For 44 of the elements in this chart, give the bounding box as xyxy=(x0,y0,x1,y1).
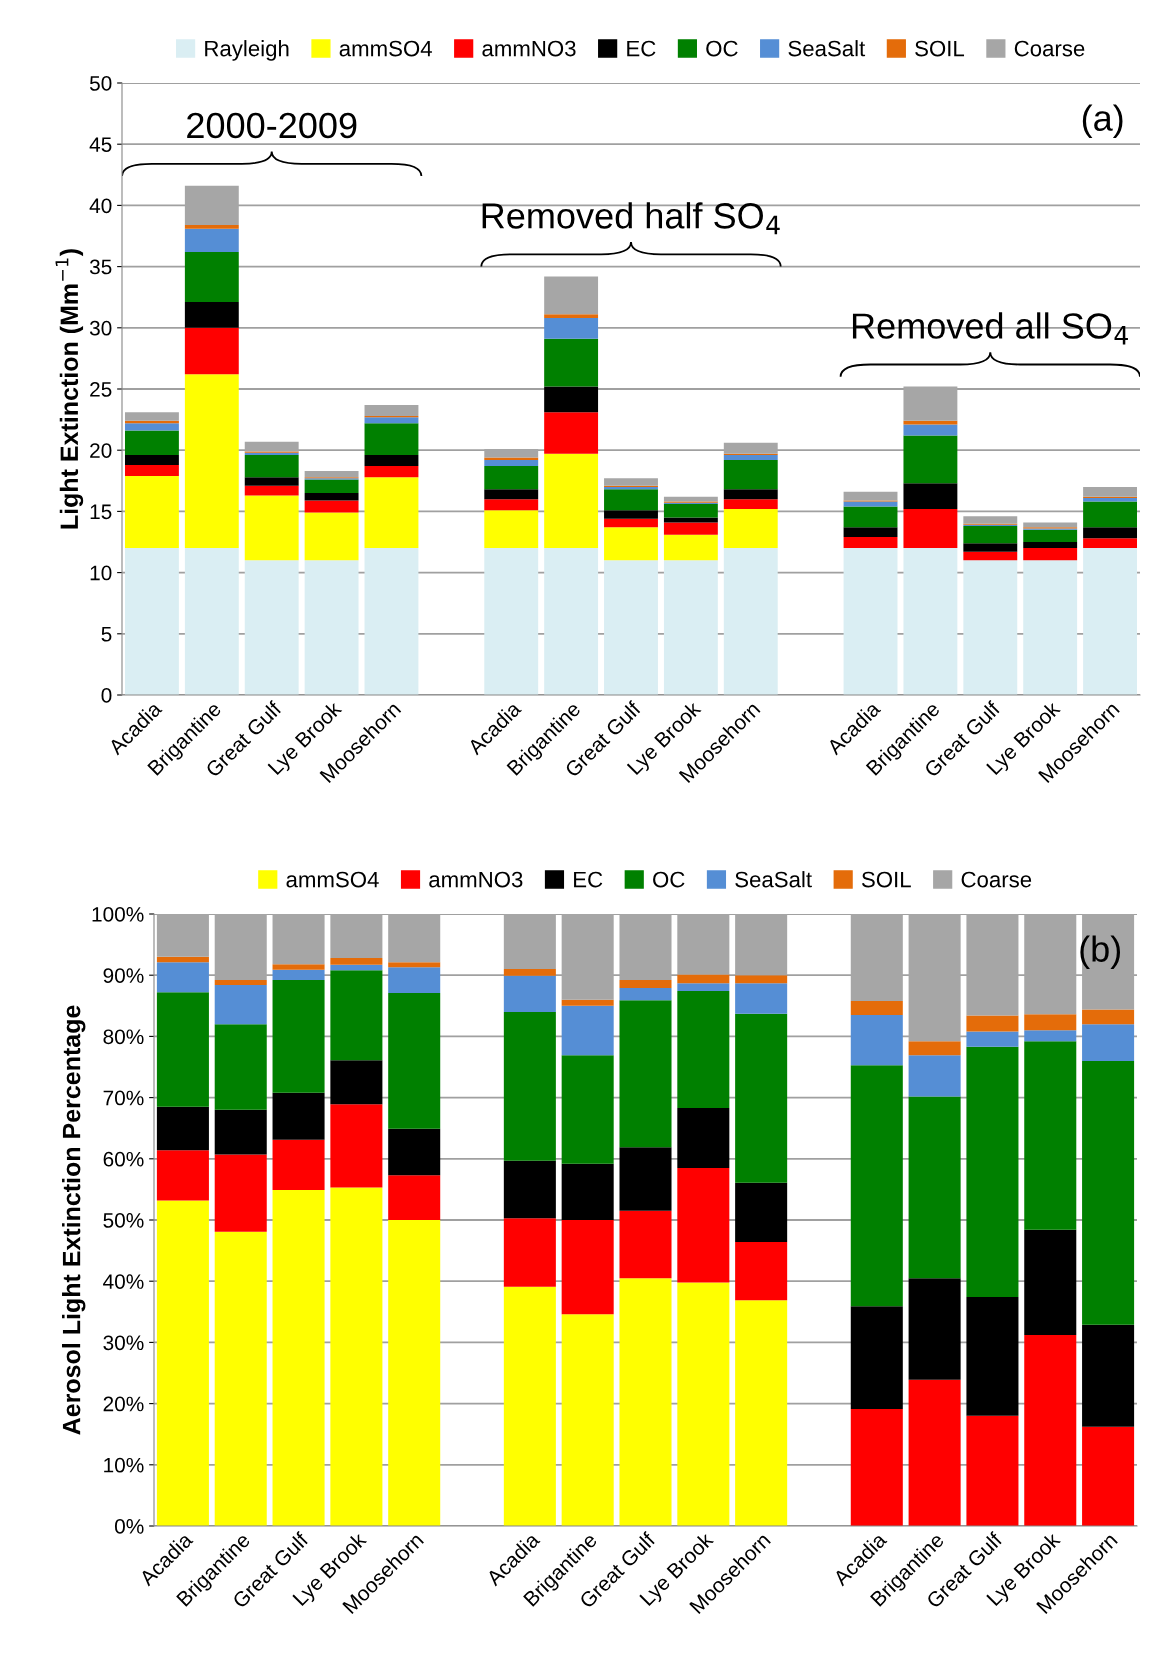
legend-label: EC xyxy=(574,871,603,888)
y-tick-label: 20% xyxy=(103,1396,144,1412)
y-axis-title: Light Extinction (Mm$^{−1}$) xyxy=(55,249,84,529)
annotation: Removed all SO$_{4}$ xyxy=(852,312,1128,345)
y-tick-label: 35 xyxy=(89,259,112,275)
y-tick-label: 50% xyxy=(103,1213,144,1228)
y-axis-title: Aerosol Light Extinction Percentage xyxy=(62,1005,86,1435)
y-tick-label: 40% xyxy=(103,1274,144,1289)
y-tick-label: 90% xyxy=(103,968,144,983)
y-tick-label: 30 xyxy=(89,320,112,336)
y-tick-label: 5 xyxy=(101,627,112,642)
legend-label: SOIL xyxy=(861,871,911,888)
legend-label: OC xyxy=(653,871,685,888)
legend-label: ammSO4 xyxy=(339,40,432,57)
y-tick-label: 100% xyxy=(92,907,144,922)
annotation: (b) xyxy=(1080,935,1121,970)
legend-label: OC xyxy=(706,40,738,57)
legend-label: ammNO3 xyxy=(429,871,523,888)
y-tick-label: 45 xyxy=(89,137,112,152)
annotation: Removed half SO$_{4}$ xyxy=(482,202,780,235)
legend-label: Coarse xyxy=(1014,40,1085,57)
y-tick-label: 0 xyxy=(101,688,112,703)
y-tick-label: 20 xyxy=(90,443,112,458)
y-tick-label: 50 xyxy=(89,76,112,91)
y-tick-label: 30% xyxy=(103,1335,144,1351)
y-tick-label: 40 xyxy=(89,198,112,214)
y-tick-label: 10 xyxy=(90,565,112,581)
legend-label: SOIL xyxy=(915,40,965,57)
legend-label: EC xyxy=(627,40,656,57)
y-tick-label: 60% xyxy=(103,1151,144,1167)
legend-label: SeaSalt xyxy=(788,40,866,57)
y-tick-label: 70% xyxy=(103,1090,144,1106)
legend-label: SeaSalt xyxy=(735,871,812,888)
legend-label: Coarse xyxy=(961,871,1032,888)
y-tick-label: 80% xyxy=(103,1029,144,1045)
legend-label: ammNO3 xyxy=(482,40,576,57)
legend-label: Rayleigh xyxy=(205,40,289,61)
y-tick-label: 15 xyxy=(90,504,112,520)
legend-label: ammSO4 xyxy=(286,871,379,888)
y-tick-label: 0% xyxy=(114,1519,144,1534)
annotation: (a) xyxy=(1082,104,1123,139)
y-tick-label: 10% xyxy=(104,1457,144,1473)
annotation: 2000-2009 xyxy=(187,112,357,139)
y-tick-label: 25 xyxy=(90,382,112,397)
